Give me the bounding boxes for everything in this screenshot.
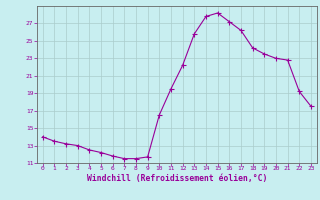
X-axis label: Windchill (Refroidissement éolien,°C): Windchill (Refroidissement éolien,°C) bbox=[87, 174, 267, 183]
